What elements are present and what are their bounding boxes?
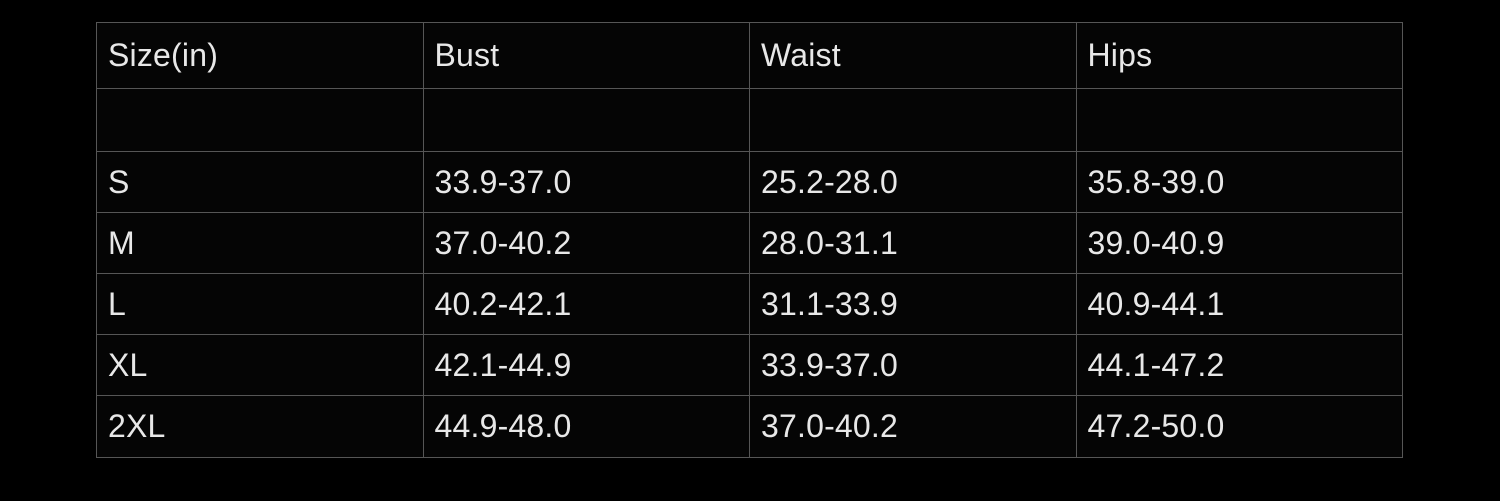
table-row-2xl: 2XL 44.9-48.0 37.0-40.2 47.2-50.0 — [96, 395, 1403, 458]
cell-waist: 25.2-28.0 — [749, 151, 1077, 213]
cell-bust: 42.1-44.9 — [422, 334, 750, 396]
table-spacer-row — [96, 88, 1403, 152]
cell-hips: 35.8-39.0 — [1075, 151, 1403, 213]
cell-empty — [749, 88, 1077, 152]
cell-bust: 33.9-37.0 — [422, 151, 750, 213]
column-header-waist: Waist — [749, 22, 1077, 89]
column-header-bust: Bust — [422, 22, 750, 89]
column-header-size: Size(in) — [96, 22, 424, 89]
cell-size: 2XL — [96, 395, 424, 458]
cell-waist: 33.9-37.0 — [749, 334, 1077, 396]
column-header-hips: Hips — [1075, 22, 1403, 89]
cell-hips: 40.9-44.1 — [1075, 273, 1403, 335]
cell-hips: 39.0-40.9 — [1075, 212, 1403, 274]
cell-size: M — [96, 212, 424, 274]
cell-waist: 31.1-33.9 — [749, 273, 1077, 335]
table-row-xl: XL 42.1-44.9 33.9-37.0 44.1-47.2 — [96, 334, 1403, 396]
cell-size: XL — [96, 334, 424, 396]
cell-hips: 44.1-47.2 — [1075, 334, 1403, 396]
cell-empty — [96, 88, 424, 152]
table-row-s: S 33.9-37.0 25.2-28.0 35.8-39.0 — [96, 151, 1403, 213]
cell-hips: 47.2-50.0 — [1075, 395, 1403, 458]
size-chart-table: Size(in) Bust Waist Hips S 33.9-37.0 25.… — [96, 22, 1403, 458]
table-row-m: M 37.0-40.2 28.0-31.1 39.0-40.9 — [96, 212, 1403, 274]
table-row-l: L 40.2-42.1 31.1-33.9 40.9-44.1 — [96, 273, 1403, 335]
table-header-row: Size(in) Bust Waist Hips — [96, 22, 1403, 89]
cell-size: L — [96, 273, 424, 335]
cell-waist: 37.0-40.2 — [749, 395, 1077, 458]
cell-bust: 37.0-40.2 — [422, 212, 750, 274]
cell-size: S — [96, 151, 424, 213]
cell-empty — [1075, 88, 1403, 152]
cell-empty — [422, 88, 750, 152]
cell-bust: 40.2-42.1 — [422, 273, 750, 335]
cell-waist: 28.0-31.1 — [749, 212, 1077, 274]
size-chart-container: Size(in) Bust Waist Hips S 33.9-37.0 25.… — [96, 22, 1403, 458]
cell-bust: 44.9-48.0 — [422, 395, 750, 458]
